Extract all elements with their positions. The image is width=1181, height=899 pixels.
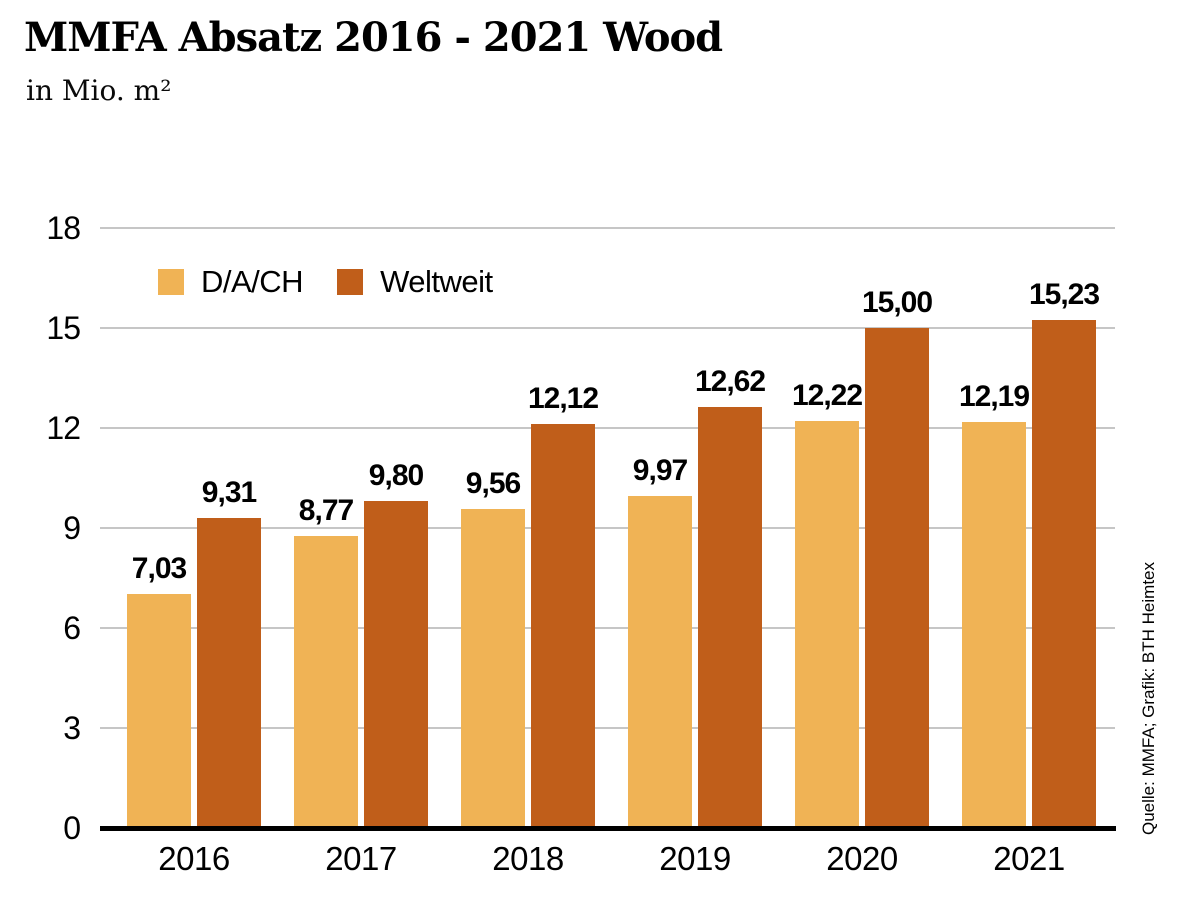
bar-d-a-ch-2020: 12,22 bbox=[791, 228, 863, 828]
bar-group-2019: 9,97 12,62 2019 bbox=[628, 228, 766, 875]
gridline-6 bbox=[100, 627, 1115, 629]
y-axis-tick-label-9: 9 bbox=[63, 510, 81, 546]
x-axis-label-2018: 2018 bbox=[492, 840, 564, 877]
x-axis-label-2020: 2020 bbox=[826, 840, 898, 877]
gridline-15 bbox=[100, 327, 1115, 329]
bar-rect bbox=[294, 535, 358, 828]
bar-rect bbox=[127, 593, 191, 828]
bar-value-label: 9,80 bbox=[368, 459, 424, 493]
bar-value-label: 9,31 bbox=[201, 475, 257, 509]
bar-value-label: 9,97 bbox=[632, 453, 688, 487]
x-axis-label-2019: 2019 bbox=[659, 840, 731, 877]
bar-value-label: 7,03 bbox=[131, 551, 187, 585]
legend-item-weltweit: Weltweit bbox=[337, 264, 493, 300]
bar-rect bbox=[364, 501, 428, 828]
bar-value-label: 12,22 bbox=[791, 378, 863, 412]
bar-rect bbox=[1032, 320, 1096, 828]
bar-d-a-ch-2021: 12,19 bbox=[958, 228, 1030, 828]
bar-d-a-ch-2016: 7,03 bbox=[127, 228, 191, 828]
bar-weltweit-2019: 12,62 bbox=[694, 228, 766, 828]
bar-value-label: 8,77 bbox=[298, 493, 354, 527]
legend: D/A/CH Weltweit bbox=[158, 264, 493, 300]
bars-row: 7,03 9,31 2016 8,77 9,80 2017 9,56 12,12 2018 9,9… bbox=[100, 228, 1117, 876]
bar-group-2020: 12,22 15,00 2020 bbox=[791, 228, 933, 876]
y-axis-tick-label-12: 12 bbox=[46, 410, 81, 446]
legend-label: Weltweit bbox=[380, 264, 493, 299]
gridline-3 bbox=[100, 727, 1115, 729]
bar-d-a-ch-2019: 9,97 bbox=[628, 228, 692, 828]
chart-title: MMFA Absatz 2016 - 2021 Wood bbox=[24, 14, 723, 61]
bar-rect bbox=[628, 495, 692, 828]
gridline-12 bbox=[100, 427, 1115, 429]
bar-group-2021: 12,19 15,23 2021 bbox=[958, 228, 1100, 875]
legend-swatch bbox=[337, 269, 364, 295]
bar-value-label: 15,23 bbox=[1028, 278, 1100, 312]
bar-weltweit-2016: 9,31 bbox=[197, 228, 261, 828]
x-axis-baseline bbox=[100, 826, 1116, 831]
y-axis-tick-label-18: 18 bbox=[46, 210, 81, 246]
gridline-9 bbox=[100, 527, 1115, 529]
bar-rect bbox=[531, 424, 595, 828]
bar-weltweit-2020: 15,00 bbox=[861, 228, 933, 828]
x-axis-label-2017: 2017 bbox=[325, 840, 397, 877]
y-axis-tick-label-0: 0 bbox=[63, 810, 81, 846]
bar-value-label: 12,62 bbox=[694, 365, 766, 399]
bar-d-a-ch-2017: 8,77 bbox=[294, 228, 358, 828]
chart-subtitle: in Mio. m² bbox=[26, 74, 172, 107]
y-axis-tick-label-6: 6 bbox=[63, 610, 81, 646]
source-note: Quelle: MMFA; Grafik: BTH Heimtex bbox=[1139, 562, 1158, 835]
bar-value-label: 15,00 bbox=[861, 286, 933, 319]
bar-rect bbox=[865, 328, 929, 828]
gridline-18 bbox=[100, 227, 1115, 229]
bar-rect bbox=[461, 509, 525, 828]
bar-group-2017: 8,77 9,80 2017 bbox=[294, 228, 428, 875]
y-axis-tick-label-3: 3 bbox=[63, 710, 81, 746]
plot-area: 0 3 6 9 12 15 18 7,03 9,31 2016 8,77 9,80 2017 9,56 1… bbox=[46, 212, 1117, 876]
legend-label: D/A/CH bbox=[201, 264, 304, 299]
bar-rect bbox=[698, 407, 762, 828]
bar-value-label: 12,12 bbox=[527, 382, 599, 415]
bar-group-2018: 9,56 12,12 2018 bbox=[461, 228, 599, 875]
bar-d-a-ch-2018: 9,56 bbox=[461, 228, 525, 828]
legend-item-d-a-ch: D/A/CH bbox=[158, 264, 304, 300]
x-axis-label-2021: 2021 bbox=[993, 840, 1065, 877]
bar-rect bbox=[795, 420, 859, 828]
bar-rect bbox=[962, 421, 1026, 828]
bar-weltweit-2021: 15,23 bbox=[1028, 228, 1100, 828]
legend-swatch bbox=[158, 269, 184, 295]
bar-group-2016: 7,03 9,31 2016 bbox=[127, 228, 261, 875]
bar-value-label: 9,56 bbox=[465, 467, 521, 501]
bar-rect bbox=[197, 517, 261, 828]
bar-value-label: 12,19 bbox=[958, 379, 1030, 413]
x-axis-label-2016: 2016 bbox=[158, 840, 230, 877]
y-axis-tick-label-15: 15 bbox=[46, 310, 81, 346]
bar-weltweit-2017: 9,80 bbox=[364, 228, 428, 828]
bar-weltweit-2018: 12,12 bbox=[527, 228, 599, 828]
